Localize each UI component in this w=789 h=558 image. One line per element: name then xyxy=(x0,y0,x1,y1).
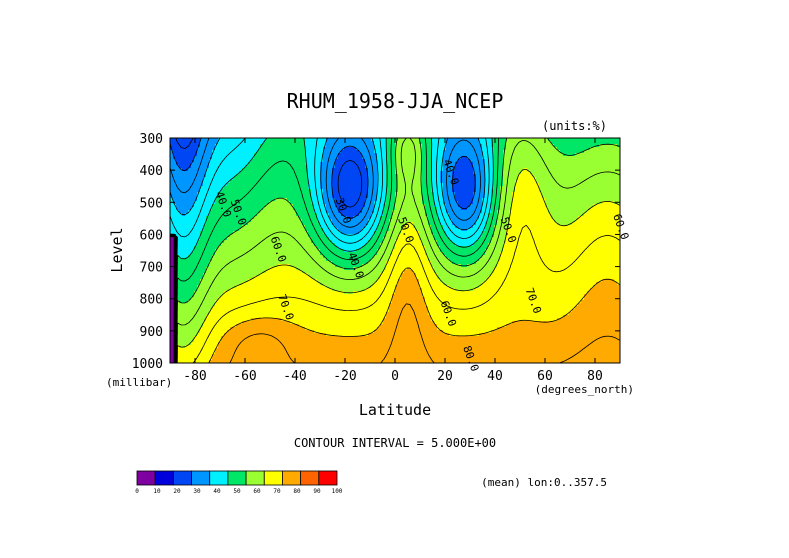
colorbar: 0 10 20 30 40 50 60 70 80 90 100 xyxy=(135,470,343,495)
y-tick-label: 700 xyxy=(140,261,163,276)
contour-field xyxy=(170,138,620,363)
colorbar-tick-label: 70 xyxy=(273,488,281,495)
y-tick-label: 500 xyxy=(140,196,163,211)
x-tick-label: -80 xyxy=(183,369,206,384)
colorbar-tick-label: 10 xyxy=(153,488,161,495)
contour-line-80 xyxy=(208,267,620,363)
colorbar-tick-label: 100 xyxy=(332,488,343,495)
colorbar-tick-label: 0 xyxy=(135,488,139,495)
colorbar-swatch xyxy=(282,470,302,486)
colorbar-tick-label: 30 xyxy=(193,488,201,495)
colorbar-swatch xyxy=(227,470,247,486)
x-tick-label: -20 xyxy=(333,369,356,384)
x-axis-title: Latitude xyxy=(359,401,431,419)
colorbar-tick-label: 60 xyxy=(253,488,261,495)
chart-title: RHUM_1958-JJA_NCEP xyxy=(287,89,504,113)
contour-line-70 xyxy=(176,169,620,363)
colorbar-swatch xyxy=(136,470,156,486)
y-axis: 300 400 500 600 700 800 900 1000 xyxy=(132,132,620,372)
colorbar-tick-label: 80 xyxy=(293,488,301,495)
y-tick-label: 1000 xyxy=(132,357,163,372)
colorbar-swatch xyxy=(154,470,174,486)
y-tick-label: 900 xyxy=(140,325,163,340)
x-axis-units: (degrees_north) xyxy=(535,383,634,396)
y-axis-title: Level xyxy=(108,227,126,272)
y-tick-label: 400 xyxy=(140,164,163,179)
colorbar-tick-label: 20 xyxy=(173,488,181,495)
colorbar-tick-label: 90 xyxy=(313,488,321,495)
y-tick-label: 800 xyxy=(140,293,163,308)
colorbar-swatch xyxy=(172,470,192,486)
x-tick-label: -60 xyxy=(233,369,256,384)
contour-interval-note: CONTOUR INTERVAL = 5.000E+00 xyxy=(294,436,496,450)
x-tick-label: 20 xyxy=(437,369,453,384)
colorbar-swatch xyxy=(263,470,283,486)
x-axis: -80 -60 -40 -20 0 20 40 60 80 xyxy=(183,138,603,384)
x-tick-label: 0 xyxy=(391,369,399,384)
footer-note: (mean) lon:0..357.5 xyxy=(481,476,607,489)
y-axis-units: (millibar) xyxy=(106,376,172,389)
contour-lines xyxy=(170,138,620,363)
y-tick-label: 300 xyxy=(140,132,163,147)
contour-line-75 xyxy=(192,224,620,363)
colorbar-swatch xyxy=(209,470,229,486)
colorbar-swatch xyxy=(245,470,265,486)
colorbar-swatch xyxy=(191,470,211,486)
colorbar-swatch xyxy=(318,470,338,486)
colorbar-tick-label: 50 xyxy=(233,488,241,495)
units-label: (units:%) xyxy=(542,119,607,133)
x-tick-label: 60 xyxy=(537,369,553,384)
x-tick-label: 80 xyxy=(587,369,603,384)
colorbar-tick-label: 40 xyxy=(213,488,221,495)
x-tick-label: 40 xyxy=(487,369,503,384)
x-tick-label: -40 xyxy=(283,369,306,384)
y-tick-label: 600 xyxy=(140,228,163,243)
colorbar-swatch xyxy=(300,470,320,486)
